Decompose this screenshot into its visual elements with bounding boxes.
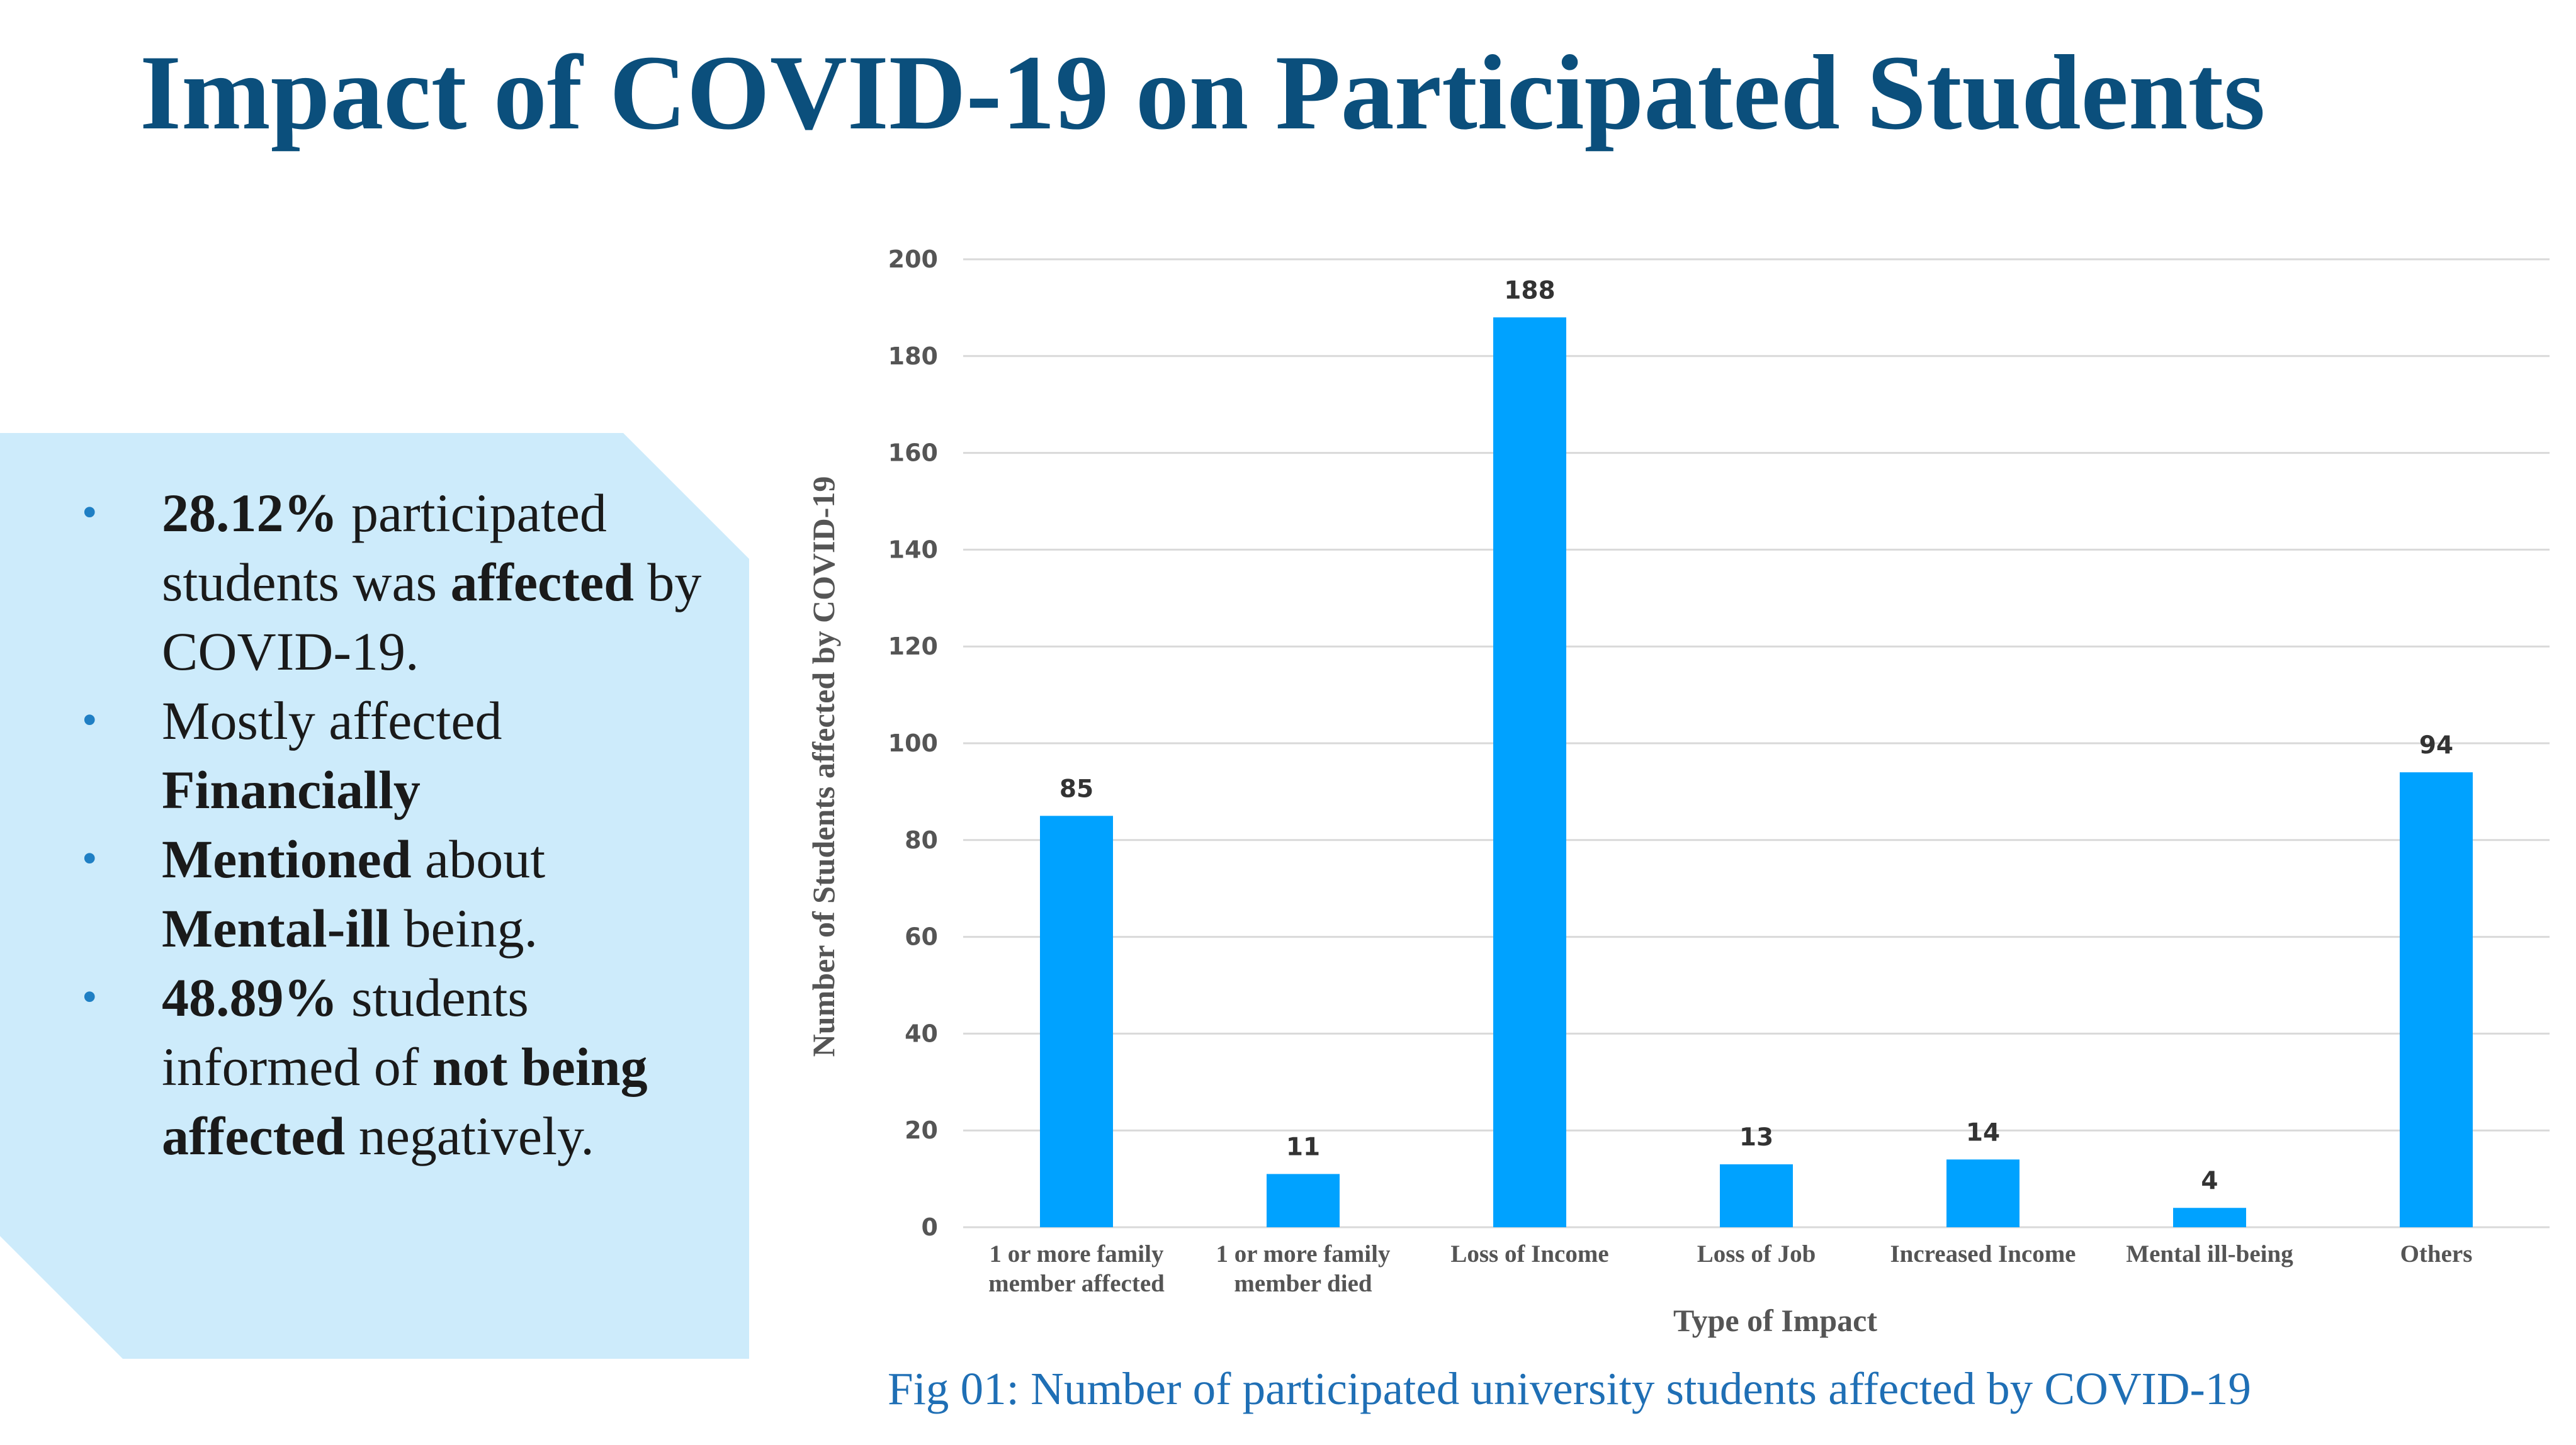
category-label-line: member died bbox=[1234, 1270, 1372, 1297]
category-label-line: 1 or more family bbox=[990, 1240, 1164, 1268]
category-label-line: member affected bbox=[988, 1270, 1165, 1297]
bar bbox=[2400, 772, 2473, 1227]
bar bbox=[1267, 1174, 1340, 1227]
bar bbox=[1493, 317, 1566, 1227]
bullet-text: Mostly affected bbox=[162, 690, 502, 751]
category-label: Increased Income bbox=[1890, 1240, 2076, 1268]
summary-bullet-list: • 28.12% participated students was affect… bbox=[63, 478, 718, 1171]
y-axis-title: Number of Students affected by COVID-19 bbox=[806, 476, 841, 1057]
y-axis-ticks: 0 20 40 60 80 100 120 140 160 180 200 bbox=[888, 245, 938, 1241]
category-label: Others bbox=[2400, 1240, 2473, 1268]
bullet-text: about bbox=[411, 829, 546, 889]
category-label-line: Loss of Income bbox=[1450, 1240, 1608, 1268]
bar-value-label: 13 bbox=[1739, 1123, 1773, 1152]
y-tick-label: 120 bbox=[888, 633, 938, 660]
summary-bullet: • Mostly affected Financially bbox=[63, 686, 718, 824]
bar bbox=[2173, 1208, 2246, 1227]
category-label-line: Others bbox=[2400, 1240, 2473, 1268]
bullet-emphasis: 48.89% bbox=[162, 967, 338, 1028]
y-tick-label: 0 bbox=[922, 1213, 938, 1241]
bullet-emphasis: Mentioned bbox=[162, 829, 412, 889]
bullet-text: participated students was bbox=[162, 483, 607, 612]
category-label-line: Loss of Job bbox=[1697, 1240, 1816, 1268]
y-tick-label: 40 bbox=[905, 1020, 938, 1047]
category-label: Loss of Income bbox=[1450, 1240, 1608, 1268]
y-tick-label: 180 bbox=[888, 342, 938, 370]
bullet-text: negatively. bbox=[345, 1106, 594, 1166]
bullet-emphasis: Financially bbox=[162, 760, 421, 820]
category-label: Mental ill-being bbox=[2126, 1240, 2293, 1268]
chart-gridlines bbox=[963, 258, 2550, 1229]
summary-bullet: • 48.89% students informed of not being a… bbox=[63, 963, 718, 1171]
summary-panel bbox=[0, 433, 749, 1359]
category-label: Loss of Job bbox=[1697, 1240, 1816, 1268]
chart-bars bbox=[1040, 317, 2473, 1227]
bar-value-label: 188 bbox=[1504, 276, 1555, 305]
bar-value-label: 4 bbox=[2201, 1167, 2218, 1195]
category-label: 1 or more family member died bbox=[1216, 1240, 1391, 1297]
bar bbox=[1946, 1159, 2020, 1227]
y-tick-label: 60 bbox=[905, 923, 938, 951]
category-label: 1 or more family member affected bbox=[988, 1240, 1165, 1297]
summary-bullet: • Mentioned about Mental-ill being. bbox=[63, 824, 718, 963]
bullet-text: by COVID-19. bbox=[162, 552, 702, 682]
bullet-emphasis: affected bbox=[450, 552, 634, 612]
figure-caption: Fig 01: Number of participated universit… bbox=[888, 1363, 2251, 1414]
bar-value-label: 14 bbox=[1966, 1118, 2000, 1147]
bar-value-label: 85 bbox=[1059, 775, 1093, 803]
bullet-text: students informed of bbox=[162, 967, 529, 1097]
bullet-emphasis: Mental-ill bbox=[162, 898, 391, 959]
bar bbox=[1040, 816, 1113, 1227]
y-tick-label: 140 bbox=[888, 536, 938, 563]
bullet-emphasis: not being affected bbox=[162, 1037, 648, 1166]
bar-value-label: 11 bbox=[1286, 1133, 1320, 1161]
y-tick-label: 100 bbox=[888, 729, 938, 757]
bullet-dot-icon: • bbox=[82, 835, 98, 883]
category-label-line: 1 or more family bbox=[1216, 1240, 1391, 1268]
bullet-emphasis: 28.12% bbox=[162, 483, 338, 543]
category-label-line: Increased Income bbox=[1890, 1240, 2076, 1268]
y-tick-label: 200 bbox=[888, 245, 938, 273]
x-axis-title: Type of Impact bbox=[1673, 1303, 1877, 1338]
bar-data-labels: 85 11 188 13 14 4 94 bbox=[1059, 276, 2453, 1195]
y-tick-label: 80 bbox=[905, 826, 938, 854]
bullet-dot-icon: • bbox=[82, 488, 98, 537]
y-tick-label: 20 bbox=[905, 1116, 938, 1144]
bullet-dot-icon: • bbox=[82, 973, 98, 1021]
summary-bullet: • 28.12% participated students was affect… bbox=[63, 478, 718, 686]
bullet-dot-icon: • bbox=[82, 696, 98, 745]
y-tick-label: 160 bbox=[888, 439, 938, 467]
bar bbox=[1720, 1164, 1793, 1227]
bar-value-label: 94 bbox=[2419, 731, 2453, 760]
category-label-line: Mental ill-being bbox=[2126, 1240, 2293, 1268]
bullet-text: being. bbox=[390, 898, 538, 959]
slide-title: Impact of COVID-19 on Participated Stude… bbox=[140, 33, 2266, 152]
